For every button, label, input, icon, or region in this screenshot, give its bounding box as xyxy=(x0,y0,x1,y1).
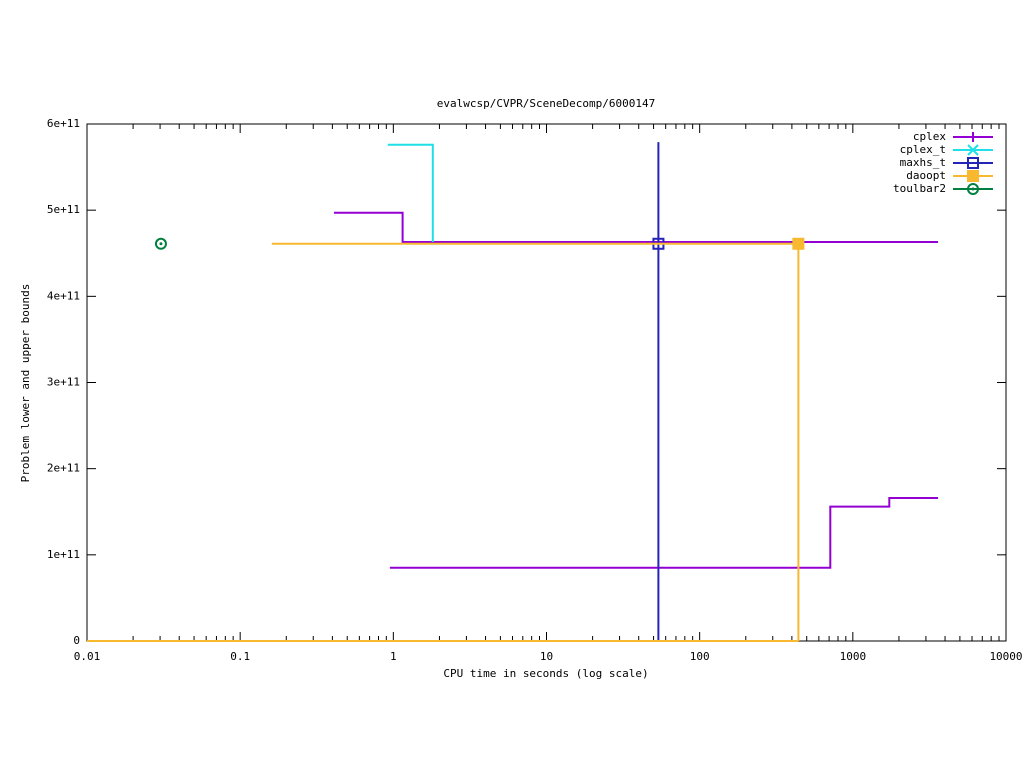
legend-label: toulbar2 xyxy=(893,182,946,195)
marker-part xyxy=(967,157,979,169)
x-tick-label: 0.1 xyxy=(230,650,250,663)
y-tick-label: 0 xyxy=(73,634,80,647)
y-tick-label: 4e+11 xyxy=(47,289,80,302)
marker-part xyxy=(967,183,979,195)
x-tick-label: 10 xyxy=(540,650,553,663)
x-tick-label: 0.01 xyxy=(74,650,101,663)
y-tick-label: 6e+11 xyxy=(47,117,80,130)
y-tick-label: 5e+11 xyxy=(47,203,80,216)
x-tick-label: 100 xyxy=(690,650,710,663)
x-axis-label: CPU time in seconds (log scale) xyxy=(443,667,648,680)
marker-part xyxy=(971,187,975,191)
legend-label: cplex xyxy=(913,130,946,143)
y-axis-label: Problem lower and upper bounds xyxy=(19,284,32,483)
marker xyxy=(967,144,979,156)
marker-part xyxy=(792,237,805,250)
marker xyxy=(967,170,979,182)
marker-part xyxy=(154,237,167,250)
marker-part xyxy=(968,132,978,142)
legend-label: cplex_t xyxy=(900,143,946,156)
y-tick-label: 3e+11 xyxy=(47,376,80,389)
series-line xyxy=(334,211,938,569)
legend-label: maxhs_t xyxy=(900,156,946,169)
marker xyxy=(967,183,979,195)
legend-label: daoopt xyxy=(906,169,946,182)
x-tick-label: 1000 xyxy=(840,650,867,663)
marker xyxy=(792,237,805,250)
marker xyxy=(154,237,167,250)
marker-part xyxy=(967,144,979,156)
marker-part xyxy=(967,170,979,182)
marker xyxy=(968,132,978,142)
y-tick-label: 2e+11 xyxy=(47,462,80,475)
chart-title: evalwcsp/CVPR/SceneDecomp/6000147 xyxy=(437,97,656,110)
x-tick-label: 10000 xyxy=(989,650,1022,663)
marker-part xyxy=(159,242,163,246)
y-tick-label: 1e+11 xyxy=(47,548,80,561)
x-tick-label: 1 xyxy=(390,650,397,663)
marker xyxy=(967,157,979,169)
series-line xyxy=(387,143,434,242)
